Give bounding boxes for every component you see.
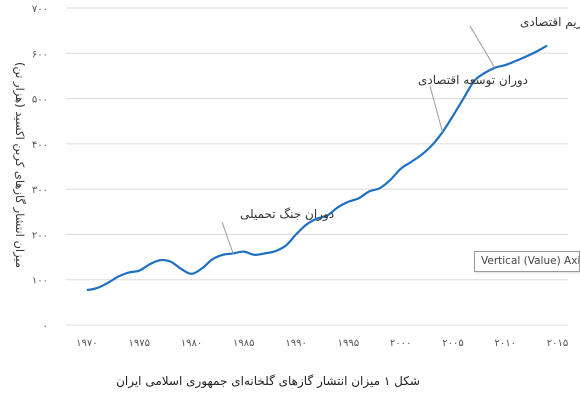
series (86, 44, 548, 292)
x-tick-label: ۲۰۰۵ (442, 338, 463, 349)
y-axis-ticks[interactable]: ۰ ۱۰۰ ۲۰۰ ۳۰۰ ۴۰۰ ۵۰۰ ۶۰۰ ۷۰۰ (32, 4, 48, 332)
x-tick-label: ۲۰۱۰ (495, 338, 516, 349)
annotation-leader (429, 85, 443, 133)
x-tick-label: ۱۹۸۵ (233, 338, 254, 349)
y-tick-label[interactable]: ۱۰۰ (32, 276, 48, 287)
y-tick-label[interactable]: ۲۰۰ (32, 230, 48, 241)
emissions-line (86, 44, 548, 292)
y-tick-label[interactable]: ۳۰۰ (32, 185, 48, 196)
annotation-label: دوران جنگ تحمیلی (240, 207, 334, 222)
y-tick-label[interactable]: ۶۰۰ (32, 49, 48, 60)
axis-tooltip: Vertical (Value) Axis (474, 251, 580, 272)
figure-caption: شکل ۱ میزان انتشار گازهای گلخانه‌ای جمهو… (116, 374, 420, 388)
annotation-leader (221, 221, 234, 255)
annotation-label: دوران توسعه اقتصادی (418, 73, 528, 88)
x-tick-label: ۱۹۷۵ (128, 338, 149, 349)
y-tick-label[interactable]: ۷۰۰ (32, 4, 48, 15)
y-tick-label[interactable]: ۵۰۰ (32, 95, 48, 106)
y-tick-label[interactable]: ۰ (43, 321, 48, 332)
x-tick-label: ۱۹۷۰ (76, 338, 97, 349)
x-axis-ticks: ۱۹۷۰ ۱۹۷۵ ۱۹۸۰ ۱۹۸۵ ۱۹۹۰ ۱۹۹۵ ۲۰۰۰ ۲۰۰۵ ۲۰۱۰ ۲۰۱۵ (76, 338, 568, 349)
annotation-leader (469, 25, 496, 69)
x-tick-label: ۲۰۰۰ (390, 338, 411, 349)
gridlines (66, 7, 568, 326)
x-tick-label: ۱۹۹۰ (285, 338, 306, 349)
y-axis-label: میزان انتشار گازهای کربن اکسید (هزار تن) (12, 62, 27, 268)
x-tick-label: ۱۹۹۵ (338, 338, 359, 349)
x-tick-label: ۲۰۱۵ (547, 338, 568, 349)
annotations: دوران جنگ تحمیلی دوران توسعه اقتصادی دوران… (221, 15, 580, 255)
y-tick-label[interactable]: ۴۰۰ (32, 140, 48, 151)
x-tick-label: ۱۹۸۰ (181, 338, 202, 349)
annotation-label: دوران تحریم اقتصادی (520, 15, 580, 30)
